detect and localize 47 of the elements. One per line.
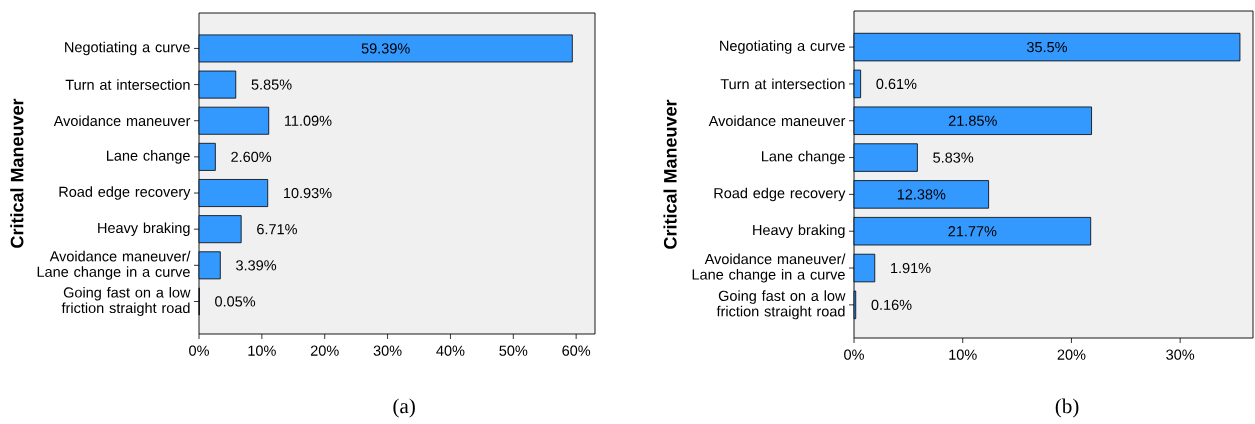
y-tick-label: Avoidance maneuver xyxy=(708,115,846,127)
text: (b) xyxy=(1055,398,1079,418)
x-tick-label: 60% xyxy=(562,345,591,356)
data-label: 59.39% xyxy=(361,43,410,54)
data-label: 5.83% xyxy=(933,152,974,163)
x-tick-label: 50% xyxy=(499,345,528,356)
data-label: 0.16% xyxy=(871,299,912,310)
y-axis-title: Critical Maneuver xyxy=(10,98,24,248)
data-label: 11.09% xyxy=(285,115,332,126)
y-tick-label: Lane change xyxy=(762,150,845,165)
data-label: 12.38% xyxy=(897,189,946,200)
y-tick-label: Negotiating a curve xyxy=(720,40,845,54)
x-tick-label: 40% xyxy=(436,345,465,356)
x-tick-label: 0% xyxy=(189,345,209,356)
data-label: 6.71% xyxy=(257,224,297,235)
y-tick-label: Avoidance maneuver/ Lane change in a curve xyxy=(692,253,846,283)
y-tick-label: Turn at intersection xyxy=(65,79,190,90)
y-tick-label: Lane change xyxy=(107,150,190,164)
y-tick-label: Avoidance maneuver xyxy=(53,115,191,127)
data-label: 1.91% xyxy=(891,262,931,274)
text: (a) xyxy=(393,398,415,418)
x-tick-label: 20% xyxy=(1057,349,1086,360)
x-tick-label: 0% xyxy=(844,349,864,360)
x-tick-label: 30% xyxy=(373,345,402,356)
data-label: 21.85% xyxy=(948,115,997,126)
data-label: 0.61% xyxy=(876,78,917,90)
data-label: 0.05% xyxy=(215,296,256,307)
x-tick-label: 20% xyxy=(310,345,339,356)
y-tick-label: Negotiating a curve xyxy=(65,41,190,56)
y-tick-label: Avoidance maneuver/ Lane change in a curve xyxy=(37,250,191,280)
y-tick-label: Going fast on a low friction straight road xyxy=(61,286,191,316)
data-label: 3.39% xyxy=(236,260,277,271)
x-tick-label: 30% xyxy=(1166,349,1195,360)
y-tick-label: Heavy braking xyxy=(753,224,845,238)
data-label: 35.5% xyxy=(1026,41,1068,53)
data-label: 21.77% xyxy=(948,226,997,237)
x-tick-label: 10% xyxy=(949,349,977,360)
x-tick-label: 10% xyxy=(248,345,276,356)
y-tick-label: Heavy braking xyxy=(98,222,190,236)
data-label: 5.85% xyxy=(251,79,292,90)
y-tick-label: Road edge recovery xyxy=(59,186,191,200)
y-tick-label: Road edge recovery xyxy=(714,187,846,202)
y-tick-label: Going fast on a low friction straight road xyxy=(716,290,846,320)
data-label: 10.93% xyxy=(284,187,332,199)
y-axis-title: Critical Maneuver xyxy=(663,99,677,249)
y-tick-label: Turn at intersection xyxy=(720,78,845,90)
data-label: 2.60% xyxy=(231,151,272,163)
